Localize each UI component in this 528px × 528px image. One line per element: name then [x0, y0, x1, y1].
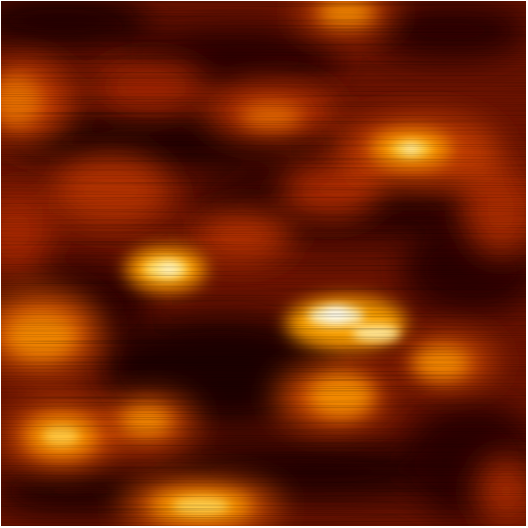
- scan-lines: [1, 1, 526, 526]
- scan-image: [1, 1, 526, 526]
- afm-height-map: [1, 1, 526, 526]
